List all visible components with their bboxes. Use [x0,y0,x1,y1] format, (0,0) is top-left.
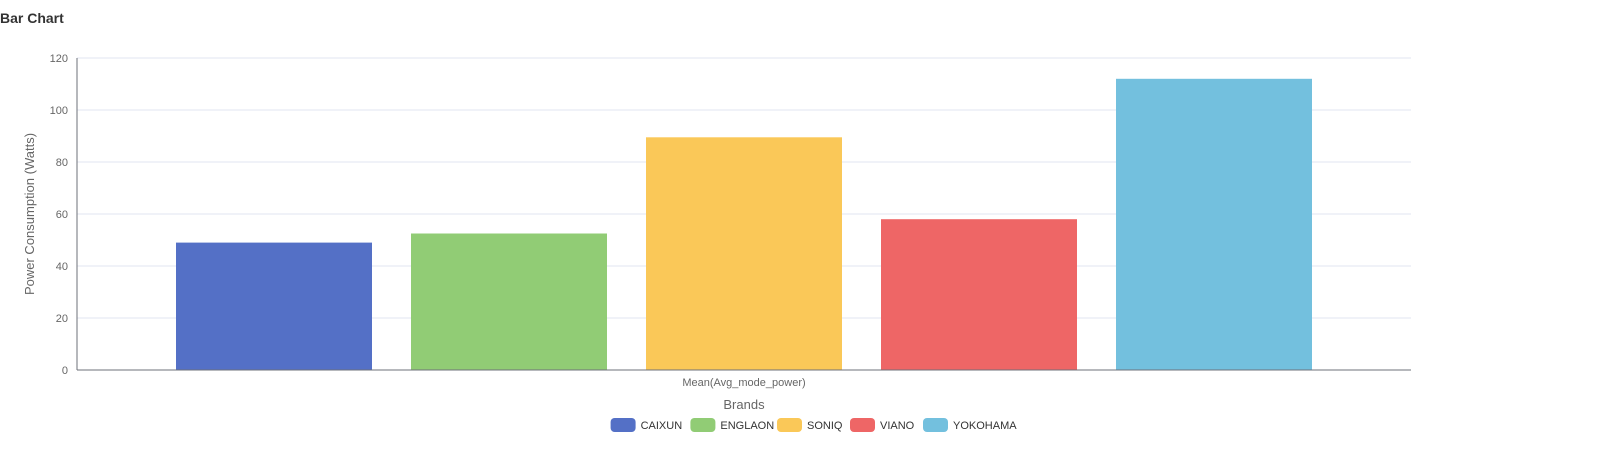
bar-englaon[interactable] [411,233,607,371]
y-tick-label: 40 [56,261,68,273]
bar-yokohama[interactable] [1116,78,1312,371]
bar-soniq[interactable] [646,137,842,370]
bar-viano[interactable] [881,219,1077,370]
y-tick-label: 60 [56,209,68,221]
y-axis-label: Power Consumption (Watts) [22,133,37,295]
legend-label: VIANO [880,420,915,432]
legend-label: ENGLAON [720,420,774,432]
legend-label: SONIQ [807,420,843,432]
legend-item-soniq[interactable]: SONIQ [777,418,843,432]
legend-item-yokohama[interactable]: YOKOHAMA [923,418,1017,432]
y-tick-label: 20 [56,313,68,325]
x-category-label: Mean(Avg_mode_power) [682,377,805,389]
legend-label: YOKOHAMA [953,420,1017,432]
bars [176,78,1312,371]
legend-swatch [777,418,802,432]
legend-swatch [690,418,716,432]
legend-swatch [610,418,636,432]
y-tick-label: 80 [56,157,68,169]
legend-swatch [923,418,948,432]
legend-swatch [850,418,875,432]
y-tick-label: 120 [50,53,68,65]
chart-title: Bar Chart [0,10,64,26]
y-tick-label: 0 [62,365,68,377]
y-tick-label: 100 [50,105,68,117]
legend-item-caixun[interactable]: CAIXUN [610,418,683,432]
legend-item-viano[interactable]: VIANO [850,418,915,432]
legend-item-englaon[interactable]: ENGLAON [690,418,774,432]
bar-caixun[interactable] [176,242,372,370]
x-axis-label: Brands [723,397,765,412]
y-axis-ticks: 0 20 40 60 80 100 120 [50,53,68,377]
legend: CAIXUN ENGLAON SONIQ VIANO YOKOHAMA [610,418,1017,432]
legend-label: CAIXUN [641,420,683,432]
